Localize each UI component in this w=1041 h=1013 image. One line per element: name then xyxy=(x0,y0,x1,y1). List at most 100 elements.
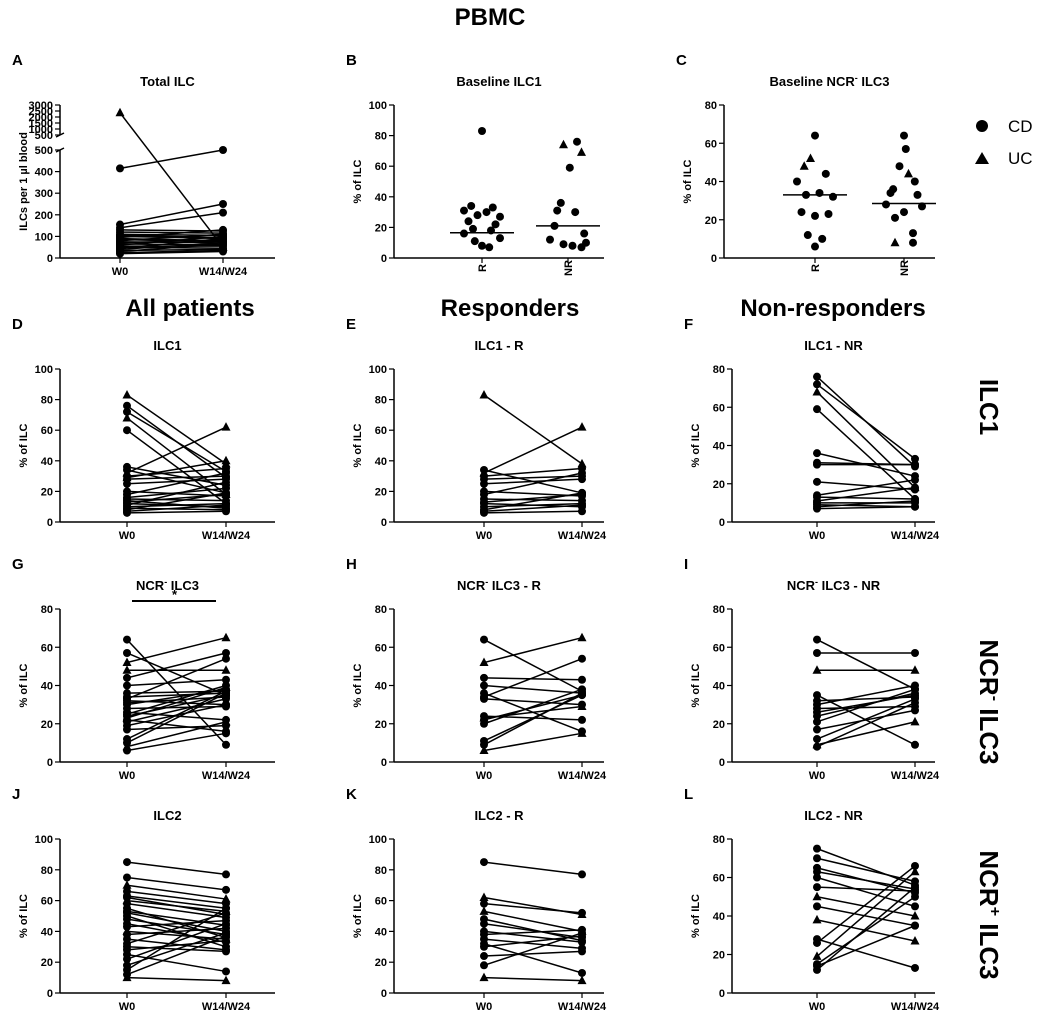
y-axis-label: % of ILC xyxy=(352,894,364,938)
data-point-circle xyxy=(496,234,504,243)
series-line xyxy=(816,896,916,965)
panel-title: ILC2 - R xyxy=(474,808,524,823)
panel-title: NCR- ILC3 - R xyxy=(457,577,542,593)
series-line xyxy=(483,502,583,508)
series-line xyxy=(483,472,583,496)
y-tick-label: 2500 xyxy=(29,106,53,118)
data-point-circle xyxy=(578,675,586,684)
data-point-circle xyxy=(460,206,468,215)
series-line xyxy=(126,861,227,876)
series-line xyxy=(816,886,916,892)
series-line xyxy=(126,902,227,919)
data-point-circle xyxy=(813,854,821,863)
data-point-circle xyxy=(821,169,830,178)
panel-title-base: NCR xyxy=(457,578,486,593)
data-point-circle xyxy=(222,947,230,956)
series-line xyxy=(483,929,583,936)
legend-label-cd: CD xyxy=(1008,117,1033,136)
y-tick-label: 60 xyxy=(713,402,725,414)
y-axis-label: % of ILC xyxy=(18,894,30,938)
data-point-circle xyxy=(909,229,917,238)
series-line xyxy=(126,507,227,511)
data-point-circle xyxy=(565,163,574,172)
series-line xyxy=(126,684,227,715)
data-point-circle xyxy=(480,681,488,690)
data-point-circle xyxy=(578,475,586,484)
series-line xyxy=(119,229,224,239)
row-label-base: NCR xyxy=(974,850,1004,907)
data-point-triangle xyxy=(577,422,587,431)
legend-triangle-marker xyxy=(975,152,989,164)
x-tick-label: W14/W24 xyxy=(202,530,251,542)
series-line xyxy=(816,698,916,740)
y-tick-label: 60 xyxy=(41,896,53,908)
data-point-circle xyxy=(813,717,821,726)
row-label-rest: ILC3 xyxy=(974,916,1004,980)
panel-i: I NCR- ILC3 - NR 0 20 40 60 80 % of ILC W0 W14/W2… xyxy=(684,556,940,782)
data-point-circle xyxy=(811,242,819,251)
y-tick-label: 20 xyxy=(41,719,53,731)
series-line xyxy=(119,242,224,251)
y-tick-label: 0 xyxy=(47,988,53,1000)
y-tick-label: 1500 xyxy=(29,118,53,130)
data-point-circle xyxy=(818,234,827,243)
series-line xyxy=(483,426,583,474)
data-point-circle xyxy=(824,210,833,219)
row-label-text: ILC1 xyxy=(974,379,1004,435)
series-line xyxy=(119,211,224,229)
y-tick-label: 40 xyxy=(713,441,725,453)
y-tick-label: 60 xyxy=(41,425,53,437)
series-line xyxy=(126,498,227,502)
data-point-circle xyxy=(123,508,131,517)
series-line xyxy=(816,505,916,510)
data-point-circle xyxy=(460,229,468,238)
column-header-all-patients: All patients xyxy=(125,295,254,322)
panel-title-sup: - xyxy=(855,73,858,83)
y-tick-label: 0 xyxy=(381,253,387,265)
data-point-circle xyxy=(813,965,821,974)
panel-title: ILC1 - R xyxy=(474,338,524,353)
data-point-circle xyxy=(116,164,124,173)
data-point-triangle xyxy=(812,914,822,924)
data-point-circle xyxy=(123,873,131,882)
series-line xyxy=(126,732,227,752)
data-point-circle xyxy=(813,712,821,721)
series-line xyxy=(816,496,916,500)
x-tick-label: NR xyxy=(563,260,575,276)
series-line xyxy=(126,504,227,513)
data-point-circle xyxy=(496,212,504,221)
data-point-circle xyxy=(578,689,586,698)
row-label-text: NCR- ILC3 xyxy=(974,639,1004,764)
series-line xyxy=(126,492,227,511)
series-line xyxy=(483,902,583,914)
data-point-circle xyxy=(123,746,131,755)
series-line xyxy=(126,679,227,687)
data-point-circle xyxy=(813,867,821,876)
x-tick-label: W14/W24 xyxy=(558,770,607,782)
series-line xyxy=(483,467,583,477)
y-tick-label: 20 xyxy=(713,719,725,731)
data-point-circle xyxy=(578,469,586,478)
column-header-responders: Responders xyxy=(441,295,580,322)
series-line xyxy=(126,938,227,951)
data-point-circle xyxy=(123,479,131,488)
y-tick-label: 0 xyxy=(711,253,717,265)
data-point-circle xyxy=(911,861,919,870)
series-line xyxy=(816,638,916,690)
data-point-circle xyxy=(480,673,488,682)
series-line xyxy=(816,684,916,706)
data-point-triangle xyxy=(910,665,920,674)
series-line xyxy=(119,235,224,246)
data-point-triangle xyxy=(812,951,822,960)
y-tick-label: 40 xyxy=(41,456,53,468)
data-point-circle xyxy=(578,507,586,516)
data-point-circle xyxy=(911,496,919,505)
data-point-circle xyxy=(911,698,919,707)
series-line xyxy=(483,938,583,950)
data-point-circle xyxy=(222,507,230,516)
data-point-triangle xyxy=(812,665,822,674)
row-label-ncr-pos-ilc3: NCR+ ILC3 xyxy=(974,850,1004,979)
series-line xyxy=(126,910,227,926)
data-point-circle xyxy=(556,198,565,207)
data-point-circle xyxy=(578,870,586,879)
